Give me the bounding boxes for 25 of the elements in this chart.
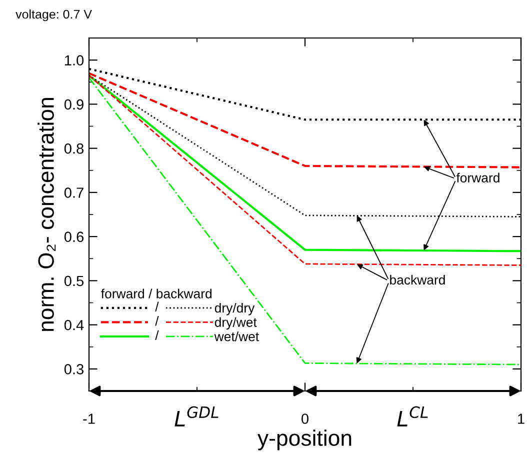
text: L$^{GDL}$	[174, 406, 218, 426]
y-axis-title: norm. O₂- concentration	[38, 98, 56, 331]
x-axis-title: y-position	[258, 430, 352, 450]
text: /	[155, 330, 159, 340]
legend-label: dry/wet	[214, 317, 257, 330]
y-tick-label: 0.9	[64, 99, 84, 110]
y-tick-label: 0.5	[64, 276, 84, 286]
legend-label: wet/wet	[214, 332, 259, 342]
annotation: backward	[390, 274, 445, 285]
text: /	[155, 316, 159, 326]
y-tick-label: 0.7	[64, 188, 84, 198]
annotation: /	[155, 302, 159, 312]
y-tick-label: 0.8	[64, 143, 84, 154]
x-tick-label: 1	[518, 414, 524, 424]
y-tick-label: 0.4	[64, 320, 84, 330]
y-tick-label: 0.3	[64, 364, 84, 374]
legend-label: dry/dry	[214, 302, 255, 316]
legend-title: forward / backward	[101, 288, 212, 298]
y-tick-label: 1.0	[64, 55, 84, 66]
annotation: forward	[456, 172, 500, 182]
y-tick-label: 0.6	[64, 232, 84, 242]
x-tick-label: -1	[83, 414, 95, 424]
chart-title: voltage: 0.7 V	[16, 9, 92, 22]
x-tick-label: 0	[302, 414, 308, 424]
text: L$^{CL}$	[397, 406, 428, 426]
